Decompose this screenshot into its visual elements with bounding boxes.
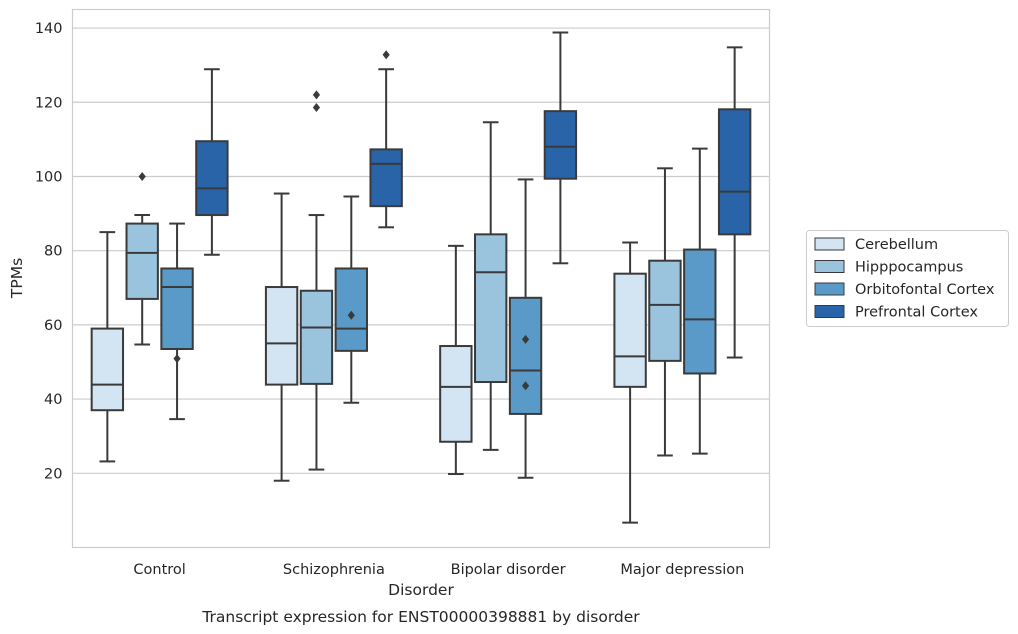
legend-frame (806, 230, 1009, 327)
outlier-point (312, 90, 321, 100)
legend-swatch (814, 282, 845, 296)
legend-item-cerebellum: Cerebellum (814, 237, 938, 253)
box-body (439, 345, 473, 443)
box-plot-marks (90, 31, 752, 524)
box-bipolar-disorder-orbitofontal-cortex (508, 178, 543, 479)
legend: Cerebellum Hipppocampus Orbitofontal Corte… (806, 230, 1009, 327)
y-tick-label: 40 (44, 392, 62, 408)
x-tick-label-schizophrenia: Schizophrenia (283, 562, 385, 578)
box-body (160, 267, 194, 350)
legend-swatch (814, 237, 845, 251)
outlier-point (347, 310, 355, 320)
x-tick-label-control: Control (133, 562, 185, 578)
box-schizophrenia-hipppocampus (299, 90, 334, 471)
legend-label: Prefrontal Cortex (855, 305, 978, 321)
outlier-point (382, 50, 390, 60)
box-body (90, 327, 125, 412)
box-body (717, 108, 752, 236)
box-bipolar-disorder-hipppocampus (474, 121, 508, 451)
box-body (125, 222, 159, 300)
outlier-point (138, 171, 146, 181)
box-body (543, 110, 578, 180)
x-tick-labels: Control Schizophrenia Bipolar disorder Majo… (133, 562, 744, 578)
box-control-prefrontal-cortex (195, 68, 229, 256)
y-tick-label: 80 (44, 244, 62, 260)
box-bipolar-disorder-cerebellum (439, 244, 473, 476)
outlier-point (521, 381, 530, 391)
box-control-orbitofontal-cortex (160, 222, 194, 421)
box-body (648, 259, 682, 362)
box-control-cerebellum (90, 231, 125, 463)
box-body (683, 248, 717, 375)
legend-swatch (814, 305, 845, 318)
box-body (299, 289, 334, 385)
legend-item-prefrontal-cortex: Prefrontal Cortex (814, 305, 978, 321)
legend-item-hipppocampus: Hipppocampus (814, 260, 963, 276)
y-tick-label: 20 (44, 466, 62, 482)
box-body (334, 267, 368, 352)
x-tick-label-bipolar-disorder: Bipolar disorder (451, 562, 566, 578)
outlier-point (173, 354, 181, 364)
box-body (613, 272, 647, 388)
x-axis-label: Disorder (388, 581, 454, 599)
box-control-hipppocampus (125, 171, 159, 346)
legend-swatch (814, 260, 845, 273)
x-tick-label-major-depression: Major depression (620, 562, 744, 578)
outlier-point (312, 102, 321, 112)
y-tick-label: 120 (35, 95, 63, 111)
box-schizophrenia-orbitofontal-cortex (334, 195, 368, 404)
box-body (474, 233, 508, 384)
box-schizophrenia-cerebellum (264, 192, 299, 482)
y-tick-labels: 20 40 60 80 100 120 140 (35, 21, 63, 482)
y-tick-label: 140 (35, 21, 63, 37)
legend-label: Cerebellum (855, 237, 938, 253)
box-body (369, 148, 403, 208)
box-schizophrenia-prefrontal-cortex (369, 50, 403, 229)
outlier-point (521, 334, 530, 344)
y-axis-label: TPMs (8, 258, 26, 299)
box-body (508, 296, 543, 415)
legend-label: Hipppocampus (855, 260, 963, 276)
legend-label: Orbitofontal Cortex (855, 282, 995, 298)
box-bipolar-disorder-prefrontal-cortex (543, 31, 578, 265)
legend-items: Cerebellum Hipppocampus Orbitofontal Corte… (814, 237, 995, 321)
legend-item-orbitofontal-cortex: Orbitofontal Cortex (814, 282, 995, 298)
chart-caption: Transcript expression for ENST0000039888… (201, 608, 640, 626)
box-body (195, 140, 229, 217)
y-tick-label: 60 (44, 318, 62, 334)
box-major-depression-orbitofontal-cortex (683, 147, 717, 455)
box-major-depression-prefrontal-cortex (717, 46, 752, 359)
box-major-depression-hipppocampus (648, 167, 682, 457)
box-major-depression-cerebellum (613, 241, 647, 524)
box-body (264, 286, 299, 386)
y-tick-label: 100 (35, 169, 63, 185)
plot-frame (71, 8, 771, 549)
